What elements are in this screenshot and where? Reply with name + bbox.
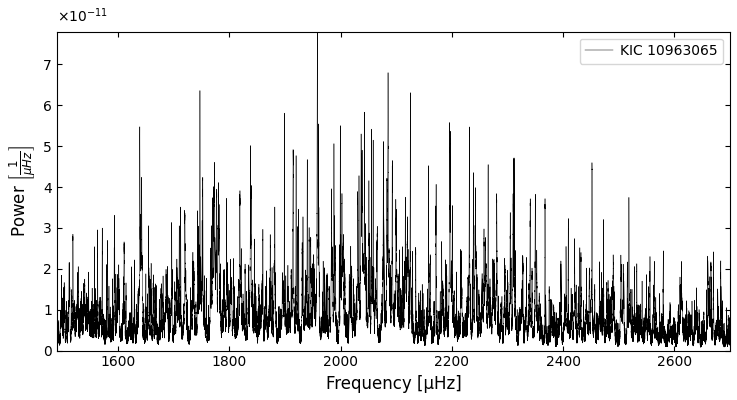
KIC 10963065 (52, 292, 61, 297)
Y-axis label: Power $\left[\frac{1}{\mu Hz}\right]$: Power $\left[\frac{1}{\mu Hz}\right]$ (7, 145, 38, 237)
KIC 10963065 (277, 314, 286, 318)
KIC 10963065 (312, 23, 321, 28)
KIC 10963065 (220, 279, 228, 284)
Legend: KIC 10963065: KIC 10963065 (580, 39, 723, 64)
KIC 10963065 (327, 237, 336, 242)
KIC 10963065 (696, 345, 705, 350)
KIC 10963065 (110, 265, 119, 270)
Line: KIC 10963065: KIC 10963065 (57, 25, 730, 347)
KIC 10963065 (726, 342, 735, 347)
KIC 10963065 (68, 310, 77, 314)
Text: $\times10^{-11}$: $\times10^{-11}$ (57, 7, 108, 25)
X-axis label: Frequency [μHz]: Frequency [μHz] (326, 375, 461, 393)
KIC 10963065 (304, 229, 313, 234)
